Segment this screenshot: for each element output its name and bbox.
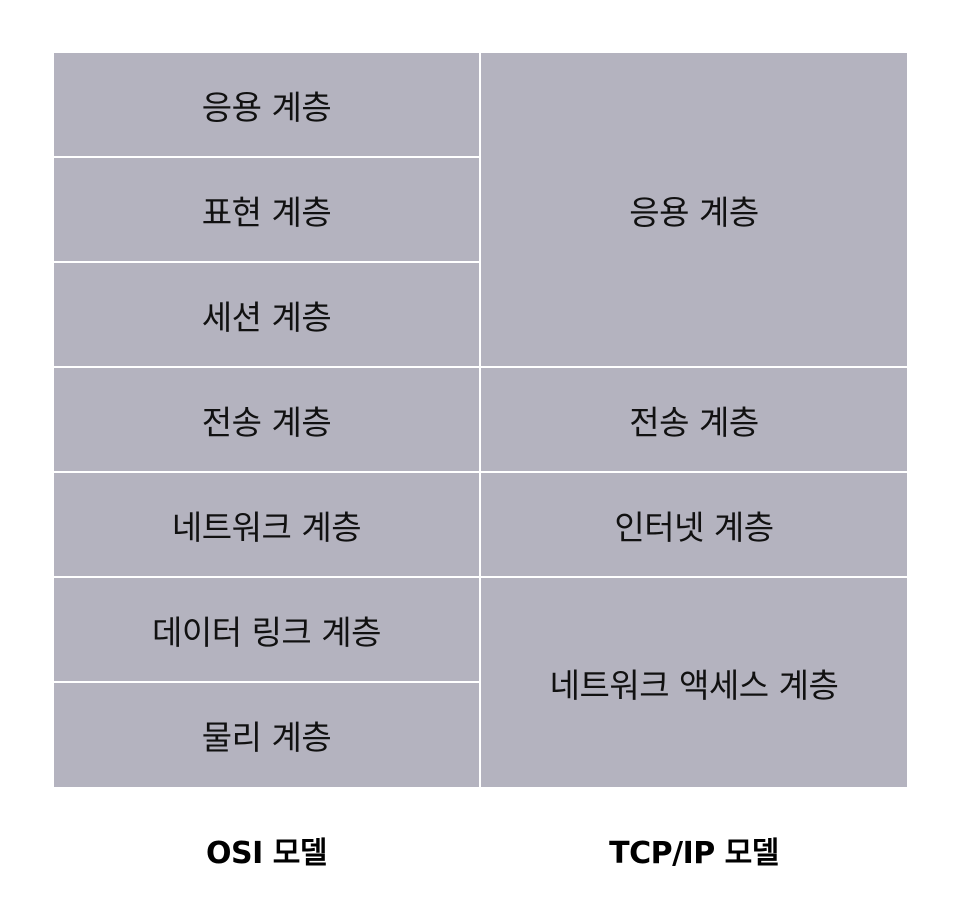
tcpip-model-caption: TCP/IP 모델 [609, 836, 779, 871]
osi-layer-network: 네트워크 계층 [54, 473, 479, 576]
osi-layer-label: 데이터 링크 계층 [152, 612, 382, 652]
osi-layer-physical: 물리 계층 [54, 683, 479, 787]
tcpip-layer-application: 응용 계층 [481, 53, 907, 366]
osi-layer-transport: 전송 계층 [54, 368, 479, 471]
osi-layer-presentation: 표현 계층 [54, 158, 479, 261]
tcpip-layer-internet: 인터넷 계층 [481, 473, 907, 576]
osi-layer-label: 표현 계층 [201, 192, 332, 232]
osi-layer-label: 세션 계층 [201, 297, 332, 337]
tcpip-layer-label: 전송 계층 [629, 402, 759, 442]
tcpip-layer-label: 응용 계층 [629, 192, 759, 232]
tcpip-layer-network-access: 네트워크 액세스 계층 [481, 578, 907, 787]
osi-layer-data-link: 데이터 링크 계층 [54, 578, 479, 681]
osi-layer-label: 네트워크 계층 [171, 507, 362, 547]
osi-layer-label: 전송 계층 [201, 402, 332, 442]
osi-layer-label: 응용 계층 [201, 87, 332, 127]
osi-layer-session: 세션 계층 [54, 263, 479, 366]
tcpip-layer-label: 네트워크 액세스 계층 [549, 665, 839, 705]
tcpip-layer-transport: 전송 계층 [481, 368, 907, 471]
osi-layer-label: 물리 계층 [201, 718, 332, 757]
tcpip-layer-label: 인터넷 계층 [614, 507, 774, 547]
osi-layer-application: 응용 계층 [54, 53, 479, 156]
osi-model-caption: OSI 모델 [206, 836, 327, 871]
